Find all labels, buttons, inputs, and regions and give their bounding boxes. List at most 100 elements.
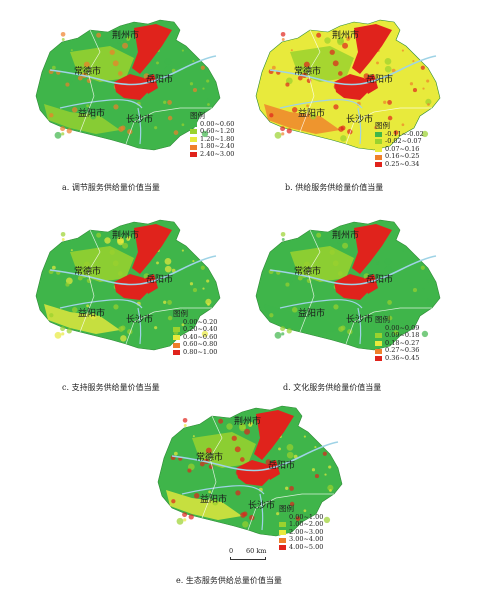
land-patch <box>425 298 432 305</box>
lake-north <box>132 224 172 274</box>
region-zone <box>70 246 134 282</box>
legend-label: 0.18~0.27 <box>385 338 420 347</box>
land-patch <box>189 282 194 286</box>
land-patch <box>193 493 200 499</box>
land-patch <box>104 237 111 244</box>
land-patch <box>376 61 379 65</box>
land-patch <box>269 313 274 318</box>
land-patch <box>182 417 188 423</box>
legend-swatch <box>190 144 197 150</box>
land-patch <box>303 509 307 513</box>
legend-swatch <box>375 147 382 153</box>
city-label-changsha: 长沙市 <box>126 113 153 125</box>
land-patch <box>207 103 210 106</box>
land-patch <box>316 32 322 38</box>
city-label-changsha: 长沙市 <box>126 313 153 325</box>
river-yuan <box>181 485 265 495</box>
land-patch <box>337 236 344 244</box>
land-patch <box>96 232 102 238</box>
river-yangtze <box>269 55 437 86</box>
legend-item: 0.20~0.40 <box>173 326 217 334</box>
land-patch <box>205 447 212 454</box>
land-patch <box>412 288 418 293</box>
land-patch <box>420 65 425 70</box>
land-patch <box>226 423 233 430</box>
region-zone <box>264 304 340 334</box>
legend-title: 图例 <box>375 315 390 324</box>
boundary-line <box>247 493 334 531</box>
land-patch <box>154 126 158 130</box>
river-yuan <box>59 99 143 109</box>
legend-swatch <box>375 154 382 160</box>
land-patch <box>324 37 331 44</box>
land-patch <box>167 115 173 121</box>
city-label-changde: 常德市 <box>196 451 223 463</box>
land-patch <box>303 261 310 268</box>
land-patch <box>291 107 298 113</box>
city-label-changde: 常德市 <box>74 265 101 277</box>
land-patch <box>422 287 425 290</box>
land-patch <box>90 113 97 120</box>
legend-label: 1.80~2.40 <box>200 142 235 151</box>
land-patch <box>206 79 210 83</box>
land-patch <box>384 265 392 273</box>
river-yangtze <box>49 55 217 86</box>
land-patch <box>167 315 173 321</box>
land-patch <box>328 465 332 469</box>
city-label-changde: 常德市 <box>294 265 321 277</box>
land-patch <box>60 231 66 237</box>
land-patch <box>167 300 172 305</box>
land-patch <box>271 265 276 270</box>
legend-swatch <box>279 545 286 551</box>
land-patch <box>235 490 241 496</box>
legend-swatch <box>190 129 197 135</box>
city-label-yueyang: 岳阳市 <box>268 459 295 471</box>
lake-north <box>352 24 392 74</box>
land-patch <box>117 71 123 76</box>
land-patch <box>181 249 184 252</box>
legend-label: 1.20~1.80 <box>200 134 235 143</box>
lake-east <box>362 74 378 94</box>
land-patch <box>54 331 62 339</box>
land-patch <box>83 261 90 268</box>
land-patch <box>242 521 249 528</box>
lake-east <box>362 274 378 294</box>
city-label-changsha: 长沙市 <box>346 313 373 325</box>
legend-item: 0.80~1.00 <box>173 348 217 357</box>
boundary-line <box>79 229 101 333</box>
land-patch <box>316 232 322 238</box>
legend-item: 0.00~0.60 <box>190 119 235 129</box>
land-patch <box>120 135 127 142</box>
land-patch <box>117 236 124 244</box>
land-patch <box>49 313 54 318</box>
scale-distance: 60 km <box>246 547 267 555</box>
boundary-line <box>201 415 223 519</box>
legend-label: -0.02~0.07 <box>385 137 422 146</box>
legend-item: 0.00~0.09 <box>375 323 420 333</box>
land-patch <box>324 473 327 476</box>
legend-label: 0.16~0.25 <box>385 152 420 161</box>
land-patch <box>310 313 317 320</box>
land-patch <box>425 98 432 105</box>
legend-e: 图例 0.00~1.00 1.00~2.00 2.00~3.00 3.00~4.00 4.… <box>279 505 323 552</box>
land-patch <box>426 279 430 283</box>
legend-label: 3.00~4.00 <box>289 535 324 544</box>
land-patch <box>164 65 172 73</box>
land-patch <box>239 457 245 462</box>
legend-item: 0.00~0.20 <box>173 318 217 327</box>
legend-swatch <box>173 319 180 325</box>
land-patch <box>244 428 251 435</box>
city-label-yiyang: 益阳市 <box>78 107 105 119</box>
lake-dongting <box>114 74 150 100</box>
legend-label: 0.00~0.60 <box>200 119 235 128</box>
legend-label: 0.00~0.09 <box>385 323 420 332</box>
land-patch <box>167 100 172 105</box>
scale-bar: 0 60 km <box>229 547 269 563</box>
legend-item: 1.00~2.00 <box>279 521 323 529</box>
river-yangtze <box>49 255 217 286</box>
region-zone <box>192 432 256 468</box>
land-patch <box>280 326 286 332</box>
land-patch <box>409 82 414 86</box>
